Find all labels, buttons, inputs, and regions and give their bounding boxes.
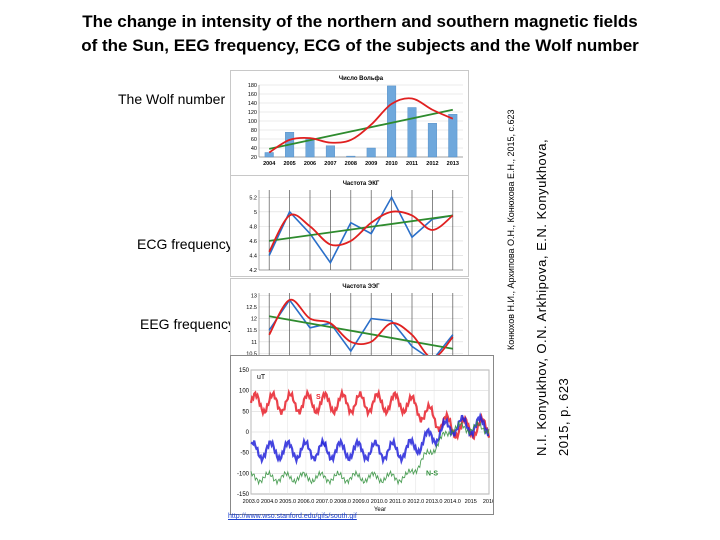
x-tick-label: 2009.0 (352, 499, 369, 505)
x-tick-label: 2008 (345, 161, 357, 167)
wolf-number-chart-svg: Число Вольфа 20 40 60 80 100 120 140 160 180 2004 2… (248, 75, 463, 167)
source-link[interactable]: http://www.wso.stanford.edu/gifs/south.g… (228, 513, 357, 520)
x-tick-label: 2010 (385, 161, 397, 167)
y-tick-label: 0 (246, 430, 250, 436)
y-tick-label: -50 (240, 451, 249, 457)
x-tick-label: 2009 (365, 161, 377, 167)
bar (427, 123, 437, 158)
bar (346, 155, 356, 158)
y-tick-label: 80 (251, 128, 257, 134)
y-tick-label: 20 (251, 155, 257, 161)
ecg-frequency-chart: Частота ЭКГ 4.2 4.4 4.6 4.8 5 5.2 (230, 175, 469, 277)
y-tick-label: 4.8 (249, 224, 257, 230)
x-tick-label: 2013.0 (426, 499, 443, 505)
field-series-line (249, 387, 491, 441)
x-tick-label: 2012 (426, 161, 438, 167)
smooth-curve (268, 210, 454, 253)
chart-title: Частота ЭЭГ (342, 284, 380, 290)
x-tick-label: 2004 (263, 161, 276, 167)
bar (264, 152, 274, 158)
y-tick-label: 100 (239, 389, 250, 395)
x-tick-label: 2004.0 (261, 499, 278, 505)
y-tick-label: -150 (237, 492, 250, 498)
y-tick-label: 13 (251, 293, 257, 299)
title-line-2: of the Sun, EEG frequency, ECG of the su… (81, 36, 639, 55)
series-label: S (316, 394, 321, 401)
y-tick-label: 150 (239, 368, 250, 374)
y-tick-label: 12.5 (246, 305, 257, 311)
title-line-1: The change in intensity of the northern … (82, 12, 638, 31)
x-tick-label: 2005.0 (279, 499, 296, 505)
y-tick-label: 11 (251, 340, 257, 346)
y-tick-label: 11.5 (247, 328, 257, 334)
bar (325, 145, 335, 158)
smooth-curve (268, 298, 454, 359)
x-tick-label: 2014.0 (444, 499, 461, 505)
bar (366, 147, 376, 158)
y-tick-label: 140 (248, 101, 257, 107)
field-series-line (250, 412, 490, 466)
wolf-number-chart: Число Вольфа 20 40 60 80 100 120 140 160 180 2004 2… (230, 70, 469, 177)
x-tick-label: 2012.0 (407, 499, 424, 505)
y-tick-label: 60 (251, 137, 257, 143)
field-series-line (250, 419, 490, 486)
x-tick-label: 2013 (447, 161, 459, 167)
x-tick-label: 2008.0 (334, 499, 351, 505)
y-tick-label: 100 (248, 119, 257, 125)
series-label: N (321, 441, 326, 448)
y-tick-label: 4.2 (249, 268, 257, 274)
chart-title: Частота ЭКГ (343, 181, 380, 187)
bar (448, 114, 458, 158)
series-line (268, 298, 454, 362)
smooth-curve (268, 97, 454, 154)
magnetic-field-chart: 150 100 50 0 -50 -100 -150 2003.0 2004.0 2005.0 20… (230, 355, 494, 515)
trend-line (269, 214, 453, 242)
x-tick-label: 2016 (483, 499, 493, 505)
ecg-frequency-chart-svg: Частота ЭКГ 4.2 4.4 4.6 4.8 5 5.2 (249, 181, 463, 274)
y-tick-label: 10.5 (246, 351, 257, 357)
x-tick-label: 2003.0 (243, 499, 260, 505)
slide-title: The change in intensity of the northern … (0, 10, 720, 58)
x-tick-label: 2011 (406, 161, 418, 167)
series-label: N-S (426, 470, 438, 477)
x-tick-label: 2007 (324, 161, 336, 167)
y-tick-label: 120 (248, 110, 257, 116)
series-line (268, 195, 453, 265)
bar (407, 107, 417, 158)
y-axis-label: uT (257, 374, 266, 381)
y-tick-label: 180 (248, 83, 257, 89)
trend-line (269, 315, 453, 350)
y-tick-label: 50 (242, 409, 249, 415)
x-tick-label: 2011.0 (389, 499, 405, 505)
x-tick-label: 2005 (283, 161, 295, 167)
y-tick-label: 12 (251, 317, 257, 323)
eeg-frequency-label: EEG frequency (140, 316, 235, 332)
citation-russian: Конюхов Н.И., Архипова О.Н., Конюхова Е.… (506, 109, 516, 350)
ecg-frequency-label: ECG frequency (137, 236, 233, 252)
x-axis-label: Year (374, 507, 386, 513)
y-tick-label: 40 (251, 146, 257, 152)
chart-title: Число Вольфа (339, 75, 384, 82)
x-tick-label: 2015 (465, 499, 477, 505)
y-tick-label: 160 (248, 92, 257, 98)
x-tick-label: 2010.0 (371, 499, 388, 505)
citation-english-line-1: N.I. Konyukhov, O.N. Arkhipova, E.N. Kon… (534, 138, 549, 456)
x-tick-label: 2006.0 (298, 499, 315, 505)
y-tick-label: 4.4 (249, 253, 257, 259)
y-tick-label: -100 (237, 471, 250, 477)
trend-line (269, 108, 453, 150)
x-tick-label: 2006 (304, 161, 316, 167)
y-tick-label: 5 (254, 210, 257, 216)
wolf-number-label: The Wolf number (118, 91, 226, 107)
y-tick-label: 5.2 (249, 195, 257, 201)
y-tick-label: 4.6 (249, 239, 257, 245)
citation-english-line-2: 2015, p. 623 (556, 377, 571, 456)
x-tick-label: 2007.0 (316, 499, 333, 505)
